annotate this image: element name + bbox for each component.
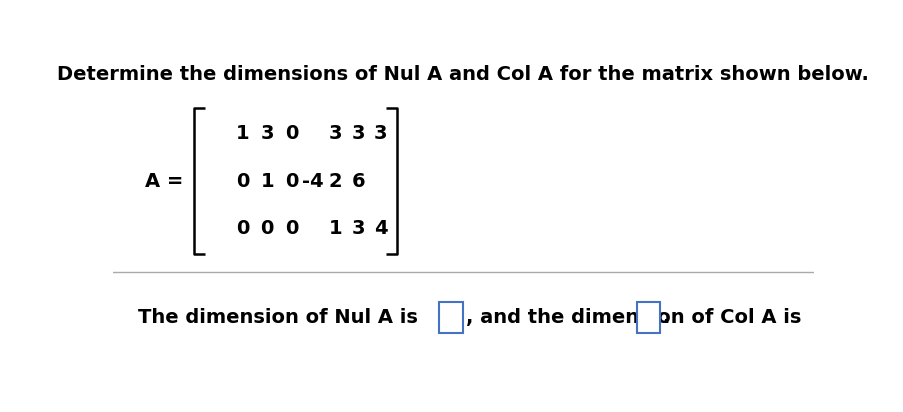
Text: 3: 3 (260, 124, 274, 143)
Text: The dimension of Nul A is: The dimension of Nul A is (137, 308, 417, 327)
Text: 0: 0 (236, 219, 249, 238)
Text: -4: -4 (302, 171, 323, 191)
Text: 0: 0 (284, 219, 298, 238)
Bar (637, 302, 659, 333)
Text: .: . (662, 308, 670, 327)
Text: 1: 1 (329, 219, 342, 238)
Text: 0: 0 (260, 219, 274, 238)
Text: 3: 3 (351, 219, 365, 238)
Text: 2: 2 (329, 171, 342, 191)
Bar (439, 302, 462, 333)
Text: , and the dimension of Col A is: , and the dimension of Col A is (466, 308, 801, 327)
Text: A =: A = (144, 171, 182, 191)
Text: 0: 0 (284, 171, 298, 191)
Text: 1: 1 (236, 124, 249, 143)
Text: 0: 0 (284, 124, 298, 143)
Text: 6: 6 (351, 171, 365, 191)
Text: 3: 3 (374, 124, 387, 143)
Text: 0: 0 (236, 171, 249, 191)
Text: 3: 3 (329, 124, 342, 143)
Text: 3: 3 (351, 124, 365, 143)
Text: 4: 4 (374, 219, 387, 238)
Text: 1: 1 (260, 171, 274, 191)
Text: Determine the dimensions of Nul A and Col A for the matrix shown below.: Determine the dimensions of Nul A and Co… (57, 66, 869, 84)
